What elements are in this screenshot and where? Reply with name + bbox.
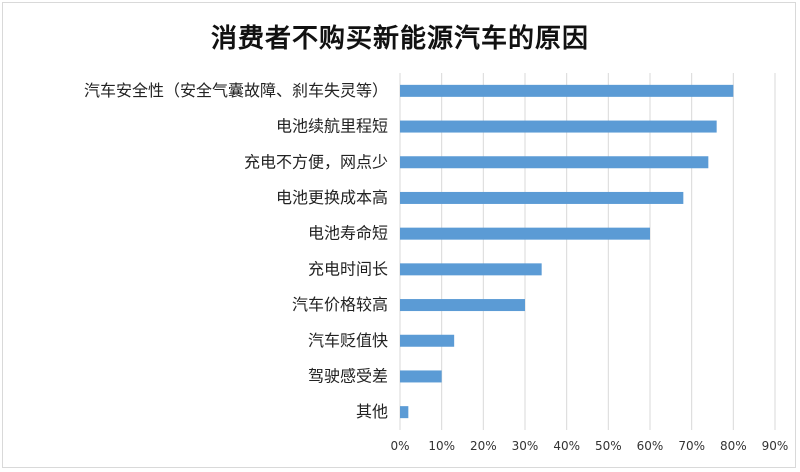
x-tick-label: 40% [553,439,580,453]
x-tick-label: 50% [595,439,622,453]
chart-title: 消费者不购买新能源汽车的原因 [210,24,589,54]
category-label: 汽车贬值快 [308,331,388,350]
x-tick-label: 30% [512,439,539,453]
x-tick-label: 90% [762,439,789,453]
category-label: 汽车安全性（安全气囊故障、刹车失灵等） [84,81,388,100]
bar [400,370,442,383]
bar [400,299,525,312]
category-label: 充电不方便，网点少 [244,152,388,171]
category-label: 其他 [356,402,388,421]
category-labels: 汽车安全性（安全气囊故障、刹车失灵等） 电池续航里程短充电不方便，网点少电池更换成… [84,81,388,421]
category-label: 充电时间长 [308,259,388,278]
bar [400,120,717,133]
bar [400,156,709,169]
category-label: 电池更换成本高 [276,188,388,207]
chart-frame [2,2,796,468]
bar [400,406,409,419]
bar [400,263,542,276]
category-label: 电池续航里程短 [276,117,388,136]
bar [400,334,455,347]
x-tick-label: 10% [428,439,455,453]
bar [400,191,684,204]
x-tick-label: 80% [720,439,747,453]
category-label: 汽车价格较高 [292,295,388,314]
bar [400,227,650,240]
x-tick-label: 70% [678,439,705,453]
bar [400,84,734,97]
x-tick-labels: 0% 10% 20% 30% 40% 50% 60% 70% 80% 90% [390,439,788,453]
category-label: 驾驶感受差 [308,366,388,385]
category-label: 电池寿命短 [308,224,388,243]
x-tick-label: 0% [390,439,409,453]
x-tick-label: 20% [470,439,497,453]
x-tick-label: 60% [637,439,664,453]
bars [400,84,734,419]
